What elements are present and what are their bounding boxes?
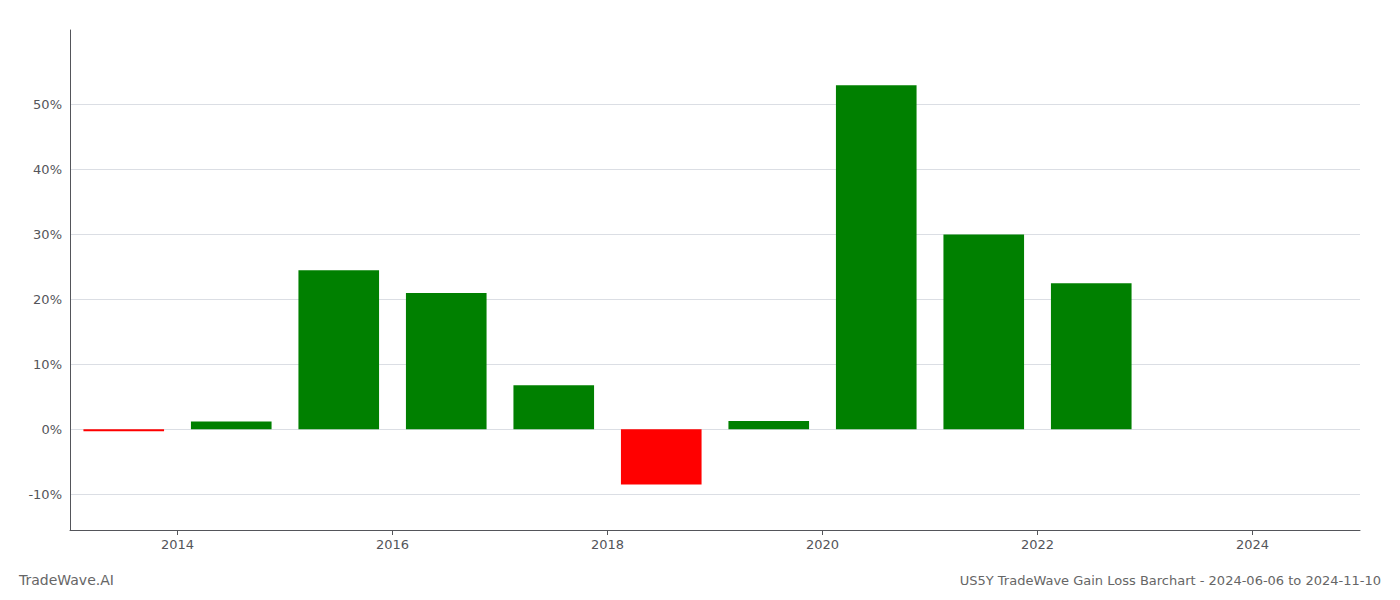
svg-text:2020: 2020 [806,537,839,552]
svg-text:0%: 0% [41,422,62,437]
svg-text:2016: 2016 [376,537,409,552]
svg-text:50%: 50% [33,97,62,112]
svg-text:10%: 10% [33,357,62,372]
svg-text:30%: 30% [33,227,62,242]
svg-text:-10%: -10% [28,487,62,502]
svg-text:2022: 2022 [1021,537,1054,552]
svg-text:US5Y TradeWave Gain Loss Barch: US5Y TradeWave Gain Loss Barchart - 2024… [960,573,1381,588]
svg-text:40%: 40% [33,162,62,177]
svg-text:2018: 2018 [591,537,624,552]
svg-text:2014: 2014 [161,537,194,552]
svg-text:TradeWave.AI: TradeWave.AI [18,572,114,588]
svg-text:2024: 2024 [1236,537,1269,552]
svg-text:20%: 20% [33,292,62,307]
